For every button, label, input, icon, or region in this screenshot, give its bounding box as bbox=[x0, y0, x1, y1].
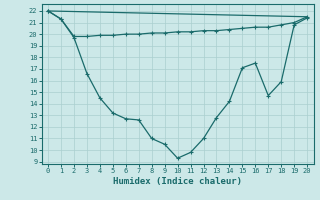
X-axis label: Humidex (Indice chaleur): Humidex (Indice chaleur) bbox=[113, 177, 242, 186]
